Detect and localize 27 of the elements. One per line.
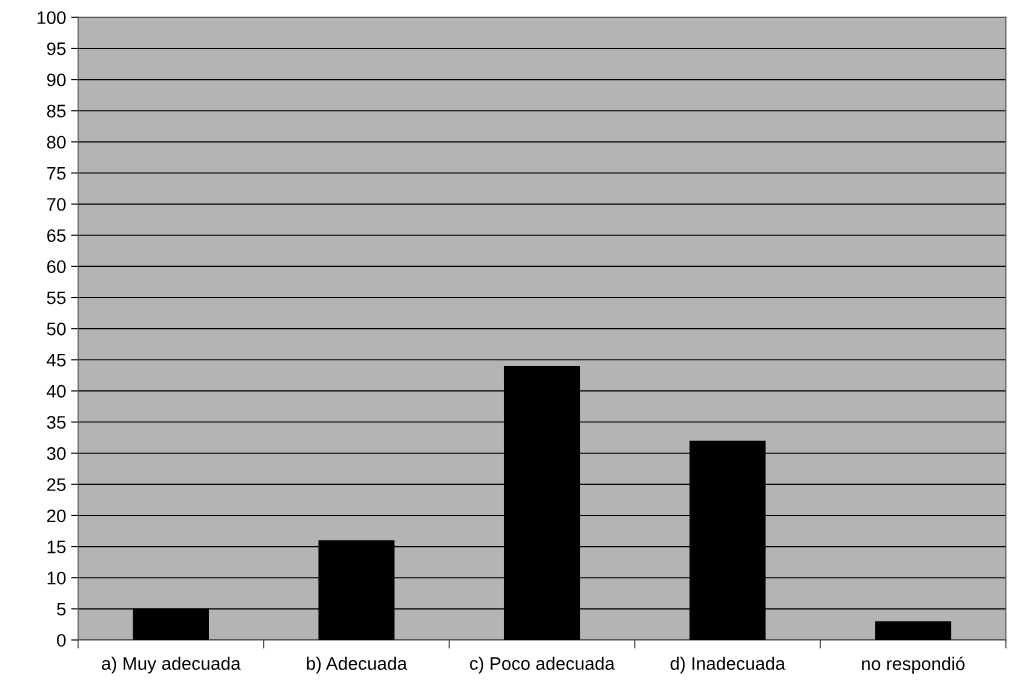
x-tick-label: a) Muy adecuada bbox=[101, 656, 241, 674]
y-tick-label: 0 bbox=[57, 633, 66, 647]
y-tick-label: 60 bbox=[47, 260, 66, 274]
y-tick-label: 35 bbox=[46, 415, 66, 429]
y-tick-label: 5 bbox=[57, 602, 66, 616]
x-tick-label: d) Inadecuada bbox=[670, 656, 786, 674]
y-tick-label: 70 bbox=[47, 198, 66, 211]
y-tick-label: 90 bbox=[47, 73, 66, 87]
y-tick-label: 50 bbox=[46, 322, 66, 336]
y-tick-label: 95 bbox=[47, 42, 66, 56]
y-tick-label: 40 bbox=[46, 384, 66, 398]
y-tick-label: 75 bbox=[47, 167, 66, 180]
x-tick-label: b) Adecuada bbox=[306, 656, 408, 674]
y-tick-label: 30 bbox=[46, 447, 66, 460]
y-tick-label: 65 bbox=[47, 229, 66, 242]
bar bbox=[875, 621, 952, 640]
y-tick-label: 20 bbox=[47, 509, 66, 523]
y-tick-label: 25 bbox=[47, 478, 66, 492]
x-tick-label: no respondió bbox=[862, 656, 965, 674]
y-tick-label: 55 bbox=[46, 291, 66, 305]
y-tick-label: 10 bbox=[47, 571, 66, 585]
y-tick-label: 100 bbox=[37, 11, 66, 25]
y-tick-label: 80 bbox=[47, 135, 66, 149]
x-tick-label: c) Poco adecuada bbox=[470, 656, 615, 674]
y-tick-label: 15 bbox=[47, 540, 66, 554]
y-tick-label: 45 bbox=[46, 353, 66, 367]
y-tick-label: 85 bbox=[47, 104, 66, 118]
